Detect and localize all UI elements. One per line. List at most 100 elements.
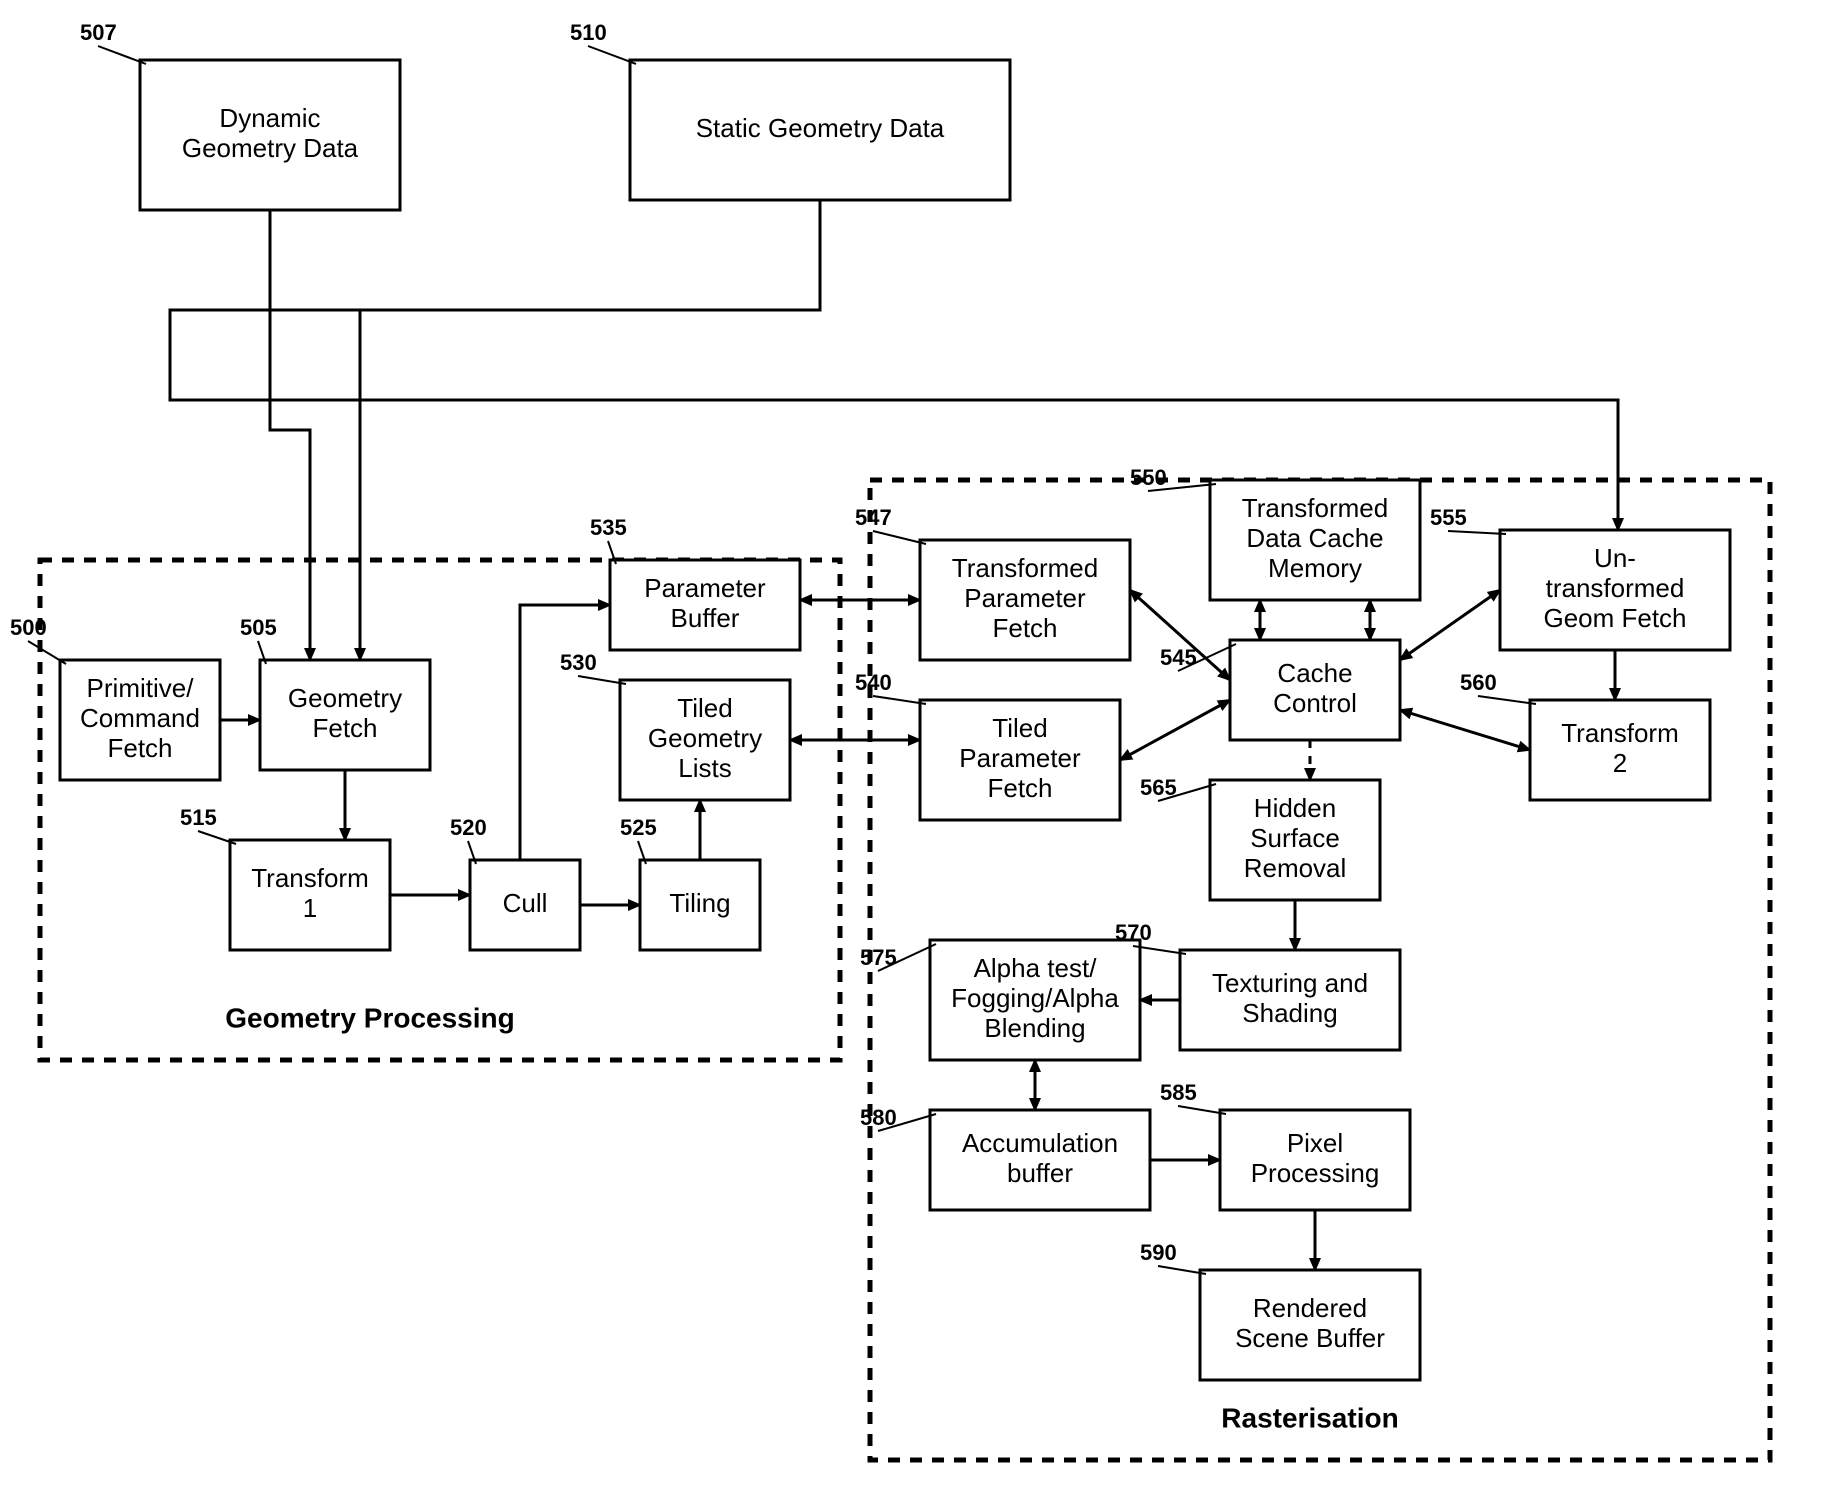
node-dyn-geom: DynamicGeometry Data xyxy=(140,60,400,210)
node-label-prim-fetch: Primitive/ xyxy=(87,673,195,703)
node-label-alpha: Blending xyxy=(984,1013,1085,1043)
node-tparam-fetch: TiledParameterFetch xyxy=(920,700,1120,820)
node-xparam-fetch: TransformedParameterFetch xyxy=(920,540,1130,660)
ref-tiled-lists: 530 xyxy=(560,650,597,675)
node-label-geom-fetch: Fetch xyxy=(312,713,377,743)
node-transform2: Transform2 xyxy=(1530,700,1710,800)
ref-cache-ctrl: 545 xyxy=(1160,645,1197,670)
node-label-static-geom: Static Geometry Data xyxy=(696,113,945,143)
ref-param-buf: 535 xyxy=(590,515,627,540)
ref-prim-fetch: 500 xyxy=(10,615,47,640)
node-label-transform1: Transform xyxy=(251,863,369,893)
ref-cache-mem: 550 xyxy=(1130,465,1167,490)
node-tiled-lists: TiledGeometryLists xyxy=(620,680,790,800)
node-label-xparam-fetch: Transformed xyxy=(952,553,1098,583)
node-label-cache-ctrl: Control xyxy=(1273,688,1357,718)
node-label-accum: buffer xyxy=(1007,1158,1073,1188)
node-label-dyn-geom: Geometry Data xyxy=(182,133,359,163)
node-label-geom-fetch: Geometry xyxy=(288,683,402,713)
ref-leader-transform1 xyxy=(198,831,236,844)
ref-cull: 520 xyxy=(450,815,487,840)
node-label-prim-fetch: Fetch xyxy=(107,733,172,763)
ref-transform1: 515 xyxy=(180,805,217,830)
ref-leader-xparam-fetch xyxy=(873,531,926,544)
node-label-accum: Accumulation xyxy=(962,1128,1118,1158)
node-label-hsr: Hidden xyxy=(1254,793,1336,823)
node-label-transform1: 1 xyxy=(303,893,317,923)
node-geom-fetch: GeometryFetch xyxy=(260,660,430,770)
node-transform1: Transform1 xyxy=(230,840,390,950)
node-pixel: PixelProcessing xyxy=(1220,1110,1410,1210)
node-tiling: Tiling xyxy=(640,860,760,950)
ref-leader-transform2 xyxy=(1478,696,1536,704)
node-cache-mem: TransformedData CacheMemory xyxy=(1210,480,1420,600)
node-label-hsr: Surface xyxy=(1250,823,1340,853)
node-label-tiling: Tiling xyxy=(669,888,730,918)
node-label-rendered: Scene Buffer xyxy=(1235,1323,1385,1353)
node-label-param-buf: Buffer xyxy=(671,603,740,633)
node-label-pixel: Pixel xyxy=(1287,1128,1343,1158)
node-label-tiled-lists: Tiled xyxy=(677,693,732,723)
node-label-xparam-fetch: Fetch xyxy=(992,613,1057,643)
node-accum: Accumulationbuffer xyxy=(930,1110,1150,1210)
node-hsr: HiddenSurfaceRemoval xyxy=(1210,780,1380,900)
ref-geom-fetch: 505 xyxy=(240,615,277,640)
node-label-cache-mem: Transformed xyxy=(1242,493,1388,523)
node-un-fetch: Un-transformedGeom Fetch xyxy=(1500,530,1730,650)
node-label-tiled-lists: Geometry xyxy=(648,723,762,753)
group-label-raster: Rasterisation xyxy=(1221,1402,1398,1433)
node-label-xparam-fetch: Parameter xyxy=(964,583,1086,613)
node-rendered: RenderedScene Buffer xyxy=(1200,1270,1420,1380)
node-label-cache-ctrl: Cache xyxy=(1277,658,1352,688)
ref-leader-static-geom xyxy=(588,46,636,64)
node-label-alpha: Fogging/Alpha xyxy=(951,983,1119,1013)
node-label-alpha: Alpha test/ xyxy=(974,953,1098,983)
ref-transform2: 560 xyxy=(1460,670,1497,695)
node-param-buf: ParameterBuffer xyxy=(610,560,800,650)
node-label-cache-mem: Memory xyxy=(1268,553,1362,583)
node-label-un-fetch: transformed xyxy=(1546,573,1685,603)
node-label-hsr: Removal xyxy=(1244,853,1347,883)
node-label-cache-mem: Data Cache xyxy=(1246,523,1383,553)
node-label-rendered: Rendered xyxy=(1253,1293,1367,1323)
ref-alpha: 575 xyxy=(860,945,897,970)
node-alpha: Alpha test/Fogging/AlphaBlending xyxy=(930,940,1140,1060)
ref-un-fetch: 555 xyxy=(1430,505,1467,530)
node-label-tparam-fetch: Parameter xyxy=(959,743,1081,773)
ref-tex-shade: 570 xyxy=(1115,920,1152,945)
node-label-tex-shade: Texturing and xyxy=(1212,968,1368,998)
node-label-transform2: 2 xyxy=(1613,748,1627,778)
node-label-pixel: Processing xyxy=(1251,1158,1380,1188)
ref-leader-dyn-geom xyxy=(98,46,146,64)
node-static-geom: Static Geometry Data xyxy=(630,60,1010,200)
ref-static-geom: 510 xyxy=(570,20,607,45)
node-label-tiled-lists: Lists xyxy=(678,753,731,783)
ref-leader-prim-fetch xyxy=(28,641,66,664)
edge-16 xyxy=(1400,710,1530,750)
node-label-cull: Cull xyxy=(503,888,548,918)
ref-leader-tparam-fetch xyxy=(873,696,926,704)
node-label-un-fetch: Un- xyxy=(1594,543,1636,573)
ref-tparam-fetch: 540 xyxy=(855,670,892,695)
node-label-un-fetch: Geom Fetch xyxy=(1543,603,1686,633)
ref-rendered: 590 xyxy=(1140,1240,1177,1265)
ref-xparam-fetch: 547 xyxy=(855,505,892,530)
ref-tiling: 525 xyxy=(620,815,657,840)
edge-12 xyxy=(1120,700,1230,760)
node-cache-ctrl: CacheControl xyxy=(1230,640,1400,740)
node-label-transform2: Transform xyxy=(1561,718,1679,748)
node-tex-shade: Texturing andShading xyxy=(1180,950,1400,1050)
flowchart-diagram: DynamicGeometry Data Static Geometry Data… xyxy=(0,0,1830,1498)
ref-leader-un-fetch xyxy=(1448,531,1506,534)
ref-pixel: 585 xyxy=(1160,1080,1197,1105)
edge-8 xyxy=(520,605,610,860)
node-label-param-buf: Parameter xyxy=(644,573,766,603)
ref-dyn-geom: 507 xyxy=(80,20,117,45)
node-prim-fetch: Primitive/CommandFetch xyxy=(60,660,220,780)
node-cull: Cull xyxy=(470,860,580,950)
edge-0 xyxy=(270,210,310,660)
node-label-tparam-fetch: Fetch xyxy=(987,773,1052,803)
node-label-prim-fetch: Command xyxy=(80,703,200,733)
node-label-tex-shade: Shading xyxy=(1242,998,1337,1028)
node-label-tparam-fetch: Tiled xyxy=(992,713,1047,743)
